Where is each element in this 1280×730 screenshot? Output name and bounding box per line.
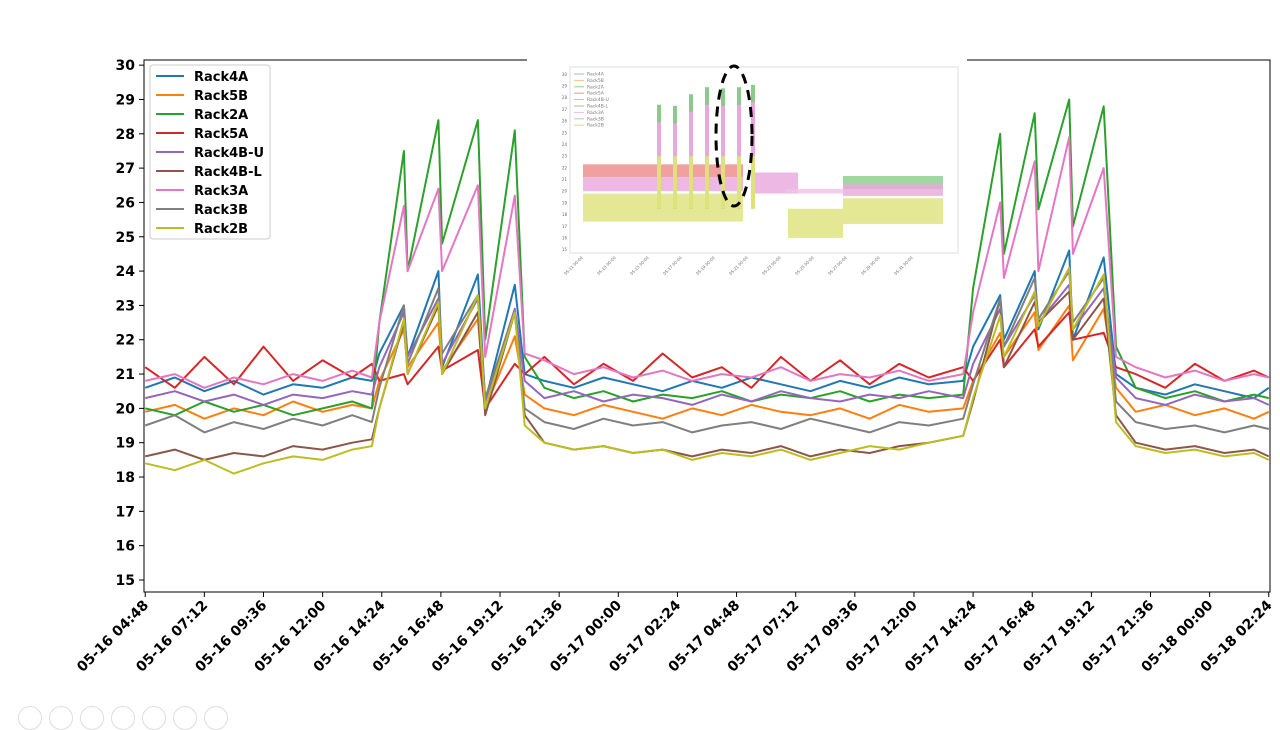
inset-peak [673, 156, 677, 209]
y-tick-label: 16 [116, 539, 135, 555]
zoom-icon[interactable] [142, 706, 166, 730]
series-line-rack3b [144, 270, 1270, 434]
y-tick-label: 20 [116, 401, 136, 417]
inset-legend-label: Rack5B [587, 78, 604, 84]
inset-y-tick-label: 24 [562, 142, 568, 147]
inset-y-tick-label: 17 [562, 224, 568, 229]
inset-legend-label: Rack3B [587, 116, 604, 122]
inset-frame [569, 66, 959, 254]
inset-y-tick-label: 28 [562, 95, 568, 100]
inset-y-tick-label: 21 [562, 177, 568, 182]
inset-y-tick-label: 30 [562, 72, 568, 77]
inset-data-band [843, 184, 943, 196]
more-options-icon[interactable] [204, 706, 228, 730]
y-tick-label: 17 [116, 504, 135, 520]
inset-peak [737, 156, 741, 209]
series-line-rack4a [144, 249, 1270, 403]
y-tick-label: 25 [116, 230, 135, 246]
inset-data-band [755, 172, 798, 194]
inset-y-tick-label: 20 [562, 189, 568, 194]
y-tick-label: 15 [116, 573, 135, 589]
y-tick-label: 30 [116, 58, 136, 74]
inset-peak [751, 156, 755, 209]
y-tick-label: 23 [116, 298, 135, 314]
inset-peak [705, 104, 709, 203]
inset-y-tick-label: 23 [562, 154, 568, 159]
y-tick-label: 18 [116, 470, 135, 486]
legend: Rack4A Rack5B Rack2A Rack5A Rack4B-U Rack4B-L… [149, 64, 271, 240]
y-tick-label: 22 [116, 333, 135, 349]
legend-label: Rack4B-L [194, 165, 262, 180]
y-tick-label: 29 [116, 92, 135, 108]
inset-data-band [843, 198, 943, 224]
inset-data-band [583, 164, 743, 178]
legend-label: Rack3A [194, 184, 248, 199]
legend-label: Rack4A [194, 70, 248, 85]
inset-legend-label: Rack4B-U [587, 97, 609, 103]
pointer-icon[interactable] [49, 706, 73, 730]
y-tick-label: 27 [116, 161, 135, 177]
inset-y-tick-label: 29 [562, 84, 568, 89]
legend-label: Rack5A [194, 127, 248, 142]
y-axis: 15 16 17 18 19 20 21 22 23 24 25 26 27 28 29 30 [116, 58, 144, 589]
inset-y-tick-label: 18 [562, 212, 568, 217]
screen-icon[interactable] [173, 706, 197, 730]
legend-label: Rack2B [194, 222, 248, 237]
legend-label: Rack4B-U [194, 146, 264, 161]
series-line-rack4b-u [144, 283, 1270, 406]
y-tick-label: 28 [116, 127, 135, 143]
inset-data-band [583, 193, 743, 222]
inset-data-band [583, 177, 743, 192]
slides-grid-icon[interactable] [111, 706, 135, 730]
inset-peak [705, 156, 709, 209]
inset-y-tick-label: 15 [562, 247, 568, 252]
y-tick-label: 24 [116, 264, 136, 280]
inset-y-tick-label: 26 [562, 119, 568, 124]
inset-y-tick-label: 19 [562, 200, 568, 205]
legend-box [149, 64, 271, 240]
inset-y-tick-label: 16 [562, 235, 568, 240]
inset-y-tick-label: 27 [562, 107, 568, 112]
series-line-rack2b [144, 266, 1270, 475]
inset-peak [689, 156, 693, 209]
series-line-rack5b [144, 304, 1270, 420]
legend-label: Rack5B [194, 89, 248, 104]
inset-peak [721, 105, 725, 203]
inset-legend-label: Rack3A [587, 110, 605, 116]
back-arrow-icon[interactable] [18, 706, 42, 730]
inset-legend-label: Rack2B [587, 123, 604, 129]
series-line-rack2a [144, 98, 1270, 417]
legend-label: Rack2A [194, 108, 248, 123]
series-line-rack3a [144, 136, 1270, 389]
y-tick-label: 26 [116, 195, 135, 211]
series-line-rack4b-l [144, 290, 1270, 461]
inset-peak [657, 156, 661, 209]
series-lines [144, 98, 1270, 475]
inset-peak [721, 156, 725, 209]
inset-legend-label: Rack4B-L [587, 104, 608, 110]
y-tick-label: 21 [116, 367, 135, 383]
y-tick-label: 19 [116, 436, 135, 452]
legend-label: Rack3B [194, 203, 248, 218]
pen-icon[interactable] [80, 706, 104, 730]
series-line-rack5a [144, 311, 1270, 410]
inset-legend-label: Rack5A [587, 91, 605, 97]
inset-data-band [788, 208, 843, 238]
slide-toolbar [18, 706, 228, 730]
highlight-ellipse [714, 64, 754, 208]
inset-y-tick-label: 22 [562, 165, 568, 170]
inset-peak [737, 104, 741, 203]
inset-data-band [785, 188, 843, 194]
inset-legend-label: Rack2A [587, 84, 605, 90]
inset-y-tick-label: 25 [562, 130, 568, 135]
inset-peak [751, 102, 755, 203]
inset-legend-label: Rack4A [587, 72, 605, 78]
